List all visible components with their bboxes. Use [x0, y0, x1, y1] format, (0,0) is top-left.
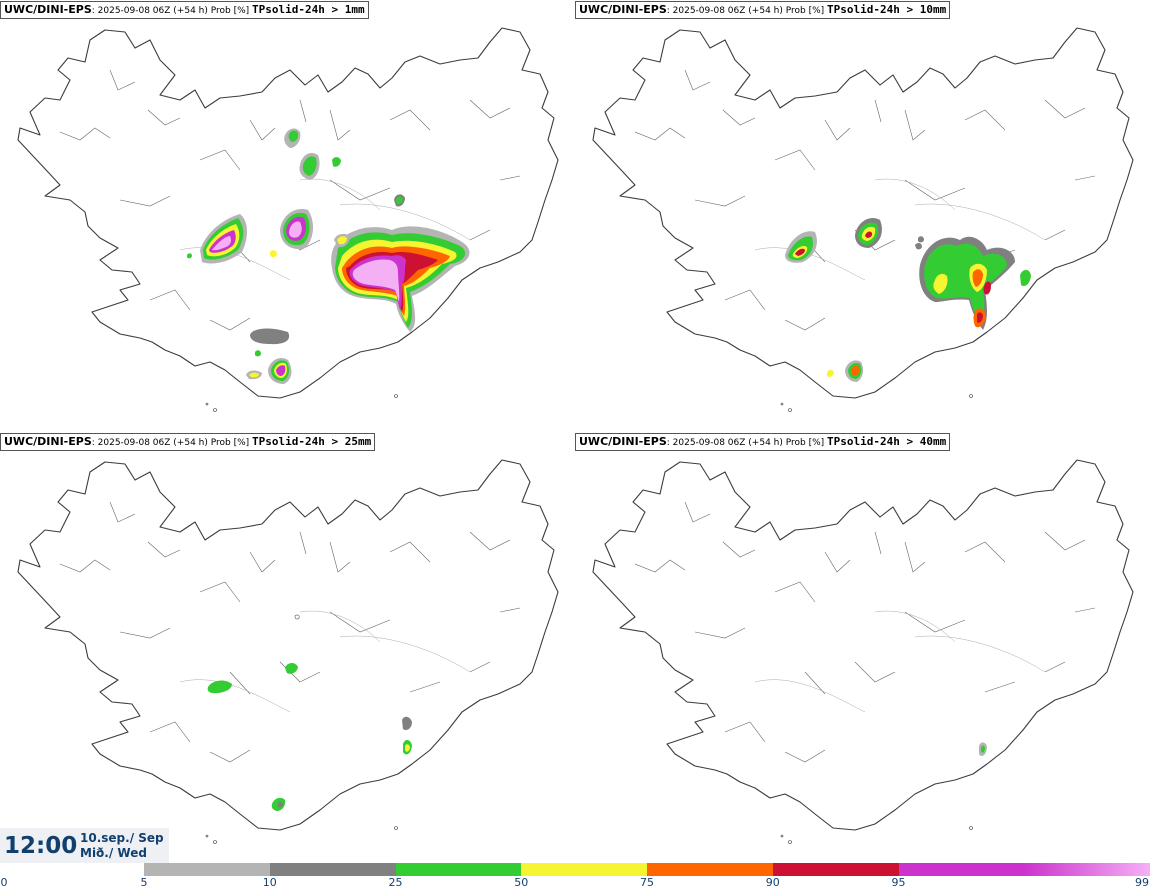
- model-label: UWC/DINI-EPS: [579, 435, 667, 448]
- colorbar-bin: [772, 863, 899, 876]
- map-panel-40mm: UWC/DINI-EPS: 2025-09-08 06Z (+54 h) Pro…: [575, 432, 1150, 864]
- map-panel-1mm: UWC/DINI-EPS: 2025-09-08 06Z (+54 h) Pro…: [0, 0, 575, 432]
- run-info: : 2025-09-08 06Z (+54 h) Prob [%]: [91, 438, 253, 448]
- valid-date: 10.sep./ Sep: [80, 831, 164, 845]
- panel-title: UWC/DINI-EPS: 2025-09-08 06Z (+54 h) Pro…: [575, 433, 951, 451]
- run-info: : 2025-09-08 06Z (+54 h) Prob [%]: [91, 6, 253, 16]
- colorbar-bin: [395, 863, 522, 876]
- colorbar-tick-label: 5: [140, 876, 148, 889]
- map-panel-10mm: UWC/DINI-EPS: 2025-09-08 06Z (+54 h) Pro…: [575, 0, 1150, 432]
- model-label: UWC/DINI-EPS: [4, 3, 92, 16]
- threshold-label: TPsolid-24h > 25mm: [252, 435, 372, 448]
- colorbar-tick-label: 0: [0, 876, 8, 889]
- colorbar-bin: [269, 863, 396, 876]
- colorbar-tick-label: 25: [388, 876, 403, 889]
- colorbar-tick-label: 50: [514, 876, 529, 889]
- colorbar-bin: [521, 863, 647, 876]
- probability-shading: [187, 128, 470, 384]
- colorbar-bin: [647, 863, 773, 876]
- colorbar-bin: [144, 863, 270, 876]
- colorbar-tick-label: 10: [262, 876, 277, 889]
- probability-shading: [979, 742, 987, 756]
- threshold-label: TPsolid-24h > 10mm: [827, 3, 947, 16]
- run-info: : 2025-09-08 06Z (+54 h) Prob [%]: [666, 438, 828, 448]
- probability-map: [17, 27, 559, 413]
- panel-title: UWC/DINI-EPS: 2025-09-08 06Z (+54 h) Pro…: [0, 433, 376, 451]
- probability-shading: [207, 614, 412, 811]
- model-label: UWC/DINI-EPS: [4, 435, 92, 448]
- probability-map: [592, 459, 1134, 845]
- map-panel-25mm: UWC/DINI-EPS: 2025-09-08 06Z (+54 h) Pro…: [0, 432, 575, 864]
- colorbar-bin: [1024, 863, 1150, 876]
- colorbar-tick-label: 99: [1135, 876, 1149, 889]
- colorbar-bin: [898, 863, 1025, 876]
- probability-map: [17, 459, 559, 845]
- probability-map: [592, 27, 1134, 413]
- panel-title: UWC/DINI-EPS: 2025-09-08 06Z (+54 h) Pro…: [0, 1, 369, 19]
- valid-weekday: Mið./ Wed: [80, 846, 147, 860]
- probability-colorbar: [144, 863, 1150, 876]
- valid-time: 12:00: [4, 833, 78, 859]
- valid-time-box: 12:00 10.sep./ Sep Mið./ Wed: [0, 828, 169, 863]
- threshold-label: TPsolid-24h > 1mm: [252, 3, 365, 16]
- probability-shading: [785, 217, 1031, 382]
- model-label: UWC/DINI-EPS: [579, 3, 667, 16]
- panel-title: UWC/DINI-EPS: 2025-09-08 06Z (+54 h) Pro…: [575, 1, 951, 19]
- colorbar-tick-label: 75: [640, 876, 654, 889]
- threshold-label: TPsolid-24h > 40mm: [827, 435, 947, 448]
- run-info: : 2025-09-08 06Z (+54 h) Prob [%]: [666, 6, 828, 16]
- colorbar-tick-label: 95: [891, 876, 906, 889]
- colorbar-tick-label: 90: [765, 876, 780, 889]
